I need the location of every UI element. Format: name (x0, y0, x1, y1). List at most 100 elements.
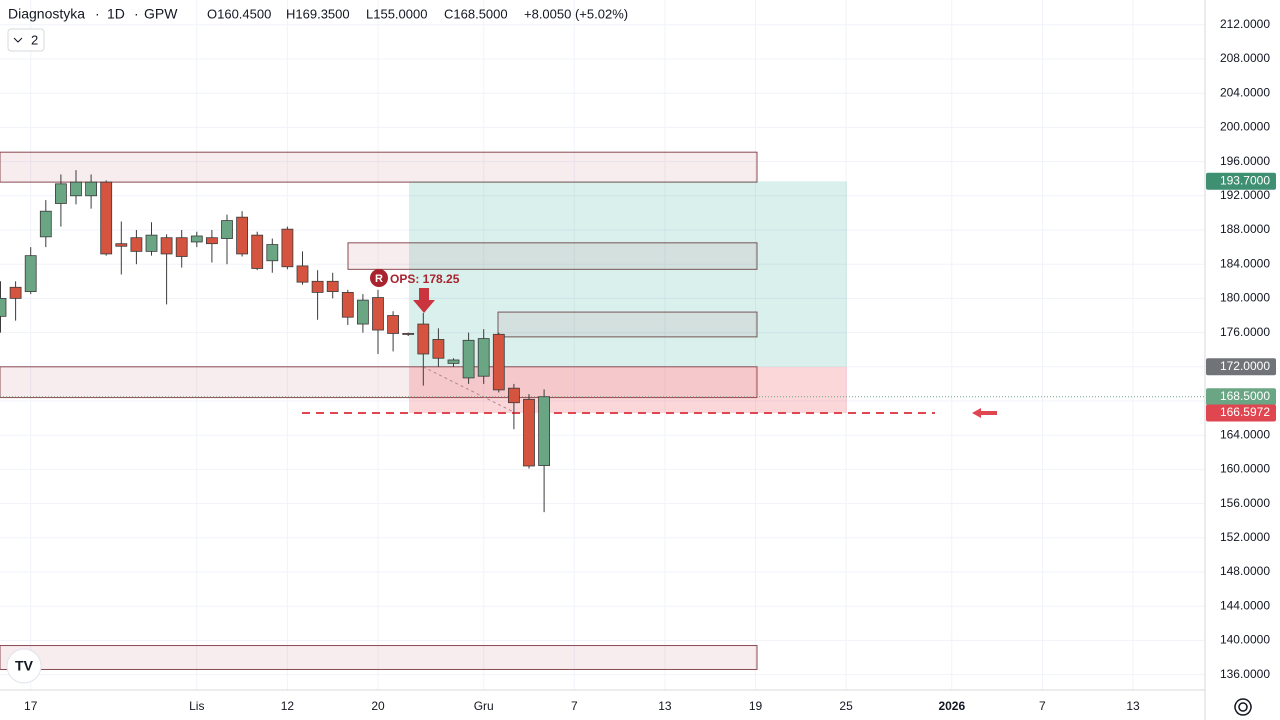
candle-body (523, 398, 535, 467)
candle-body (417, 323, 430, 355)
trend-dash (422, 366, 515, 413)
separator: · (95, 6, 100, 22)
candle-body (266, 244, 279, 262)
candle-body (115, 243, 128, 247)
ohlc-close: C168.5000 (444, 6, 508, 21)
header: Diagnostyka · 1D · GPW O160.4500 H169.35… (7, 6, 628, 52)
x-tick-label: 20 (371, 699, 385, 713)
candle-body (55, 183, 67, 204)
candle-body (145, 234, 158, 252)
annotation-arrow (413, 288, 435, 313)
candle-body (462, 339, 475, 379)
y-tick-label: 144.0000 (1220, 598, 1270, 612)
candle-body (538, 396, 550, 466)
settings-icon[interactable] (1234, 698, 1252, 716)
price-tag (1206, 404, 1276, 422)
axes: 136.0000 140.0000 144.0000 148.0000 152.0000… (24, 17, 1276, 713)
candle-body (281, 228, 294, 268)
exchange: GPW (144, 6, 178, 22)
zone (347, 242, 758, 270)
arrow-left (972, 407, 997, 418)
candle-body (387, 315, 400, 334)
ohlc-high: H169.3500 (286, 6, 350, 21)
candle-body (251, 234, 264, 269)
y-tick-label: 212.0000 (1220, 17, 1270, 31)
price-tag-label: 166.5972 (1220, 405, 1270, 419)
y-tick-label: 184.0000 (1220, 256, 1270, 270)
candle-body (9, 286, 22, 299)
chevron (13, 37, 23, 43)
x-tick-label: Gru (474, 699, 494, 713)
candle-body (341, 292, 354, 318)
candle-body (447, 359, 460, 364)
candle-body (402, 333, 415, 335)
plot: R OPS: 178.25 (0, 151, 1205, 670)
annotation-text: OPS: 178.25 (390, 272, 460, 286)
x-tick-label: 7 (571, 699, 578, 713)
x-tick-label: Lis (189, 699, 204, 713)
candle-body (160, 237, 173, 255)
x-tick-label: 2026 (938, 699, 965, 713)
ohlc-open: O160.4500 (207, 6, 271, 21)
price-tag (1206, 388, 1276, 406)
candle-body (372, 297, 384, 331)
y-tick-label: 204.0000 (1220, 85, 1270, 99)
candle-body (190, 235, 203, 243)
candle-body (507, 387, 520, 404)
target-area (409, 181, 847, 367)
candle-body (356, 299, 369, 325)
ohlc-low: L155.0000 (366, 6, 427, 21)
candle-body (175, 237, 188, 257)
y-tick-label: 192.0000 (1220, 188, 1270, 202)
price-tag-label: 168.5000 (1220, 389, 1270, 403)
candle-body (205, 237, 218, 245)
x-tick-label: 25 (839, 699, 853, 713)
zone (0, 366, 758, 399)
y-tick-label: 140.0000 (1220, 633, 1270, 647)
annotation-badge (370, 269, 388, 287)
y-tick-label: 180.0000 (1220, 291, 1270, 305)
indicator-toggle[interactable] (7, 28, 45, 52)
x-tick-label: 13 (658, 699, 672, 713)
candle-body (236, 216, 249, 255)
candle-body (24, 255, 37, 292)
candle-body (477, 338, 490, 377)
zone (0, 645, 758, 670)
y-tick-label: 160.0000 (1220, 462, 1270, 476)
candle-body (492, 333, 505, 391)
y-tick-label: 152.0000 (1220, 530, 1270, 544)
x-tick-label: 17 (24, 699, 38, 713)
price-tag (1206, 358, 1276, 376)
y-tick-label: 200.0000 (1220, 120, 1270, 134)
interval: 1D (107, 6, 125, 22)
y-tick-label: 196.0000 (1220, 154, 1270, 168)
candle-body (100, 181, 113, 255)
y-tick-label: 136.0000 (1220, 667, 1270, 681)
annotation-badge-text: R (375, 273, 383, 285)
y-tick-label: 156.0000 (1220, 496, 1270, 510)
candle-body (39, 210, 52, 238)
x-tick-label: 7 (1039, 699, 1046, 713)
zone (0, 151, 758, 183)
y-tick-label: 164.0000 (1220, 427, 1270, 441)
price-tag (1206, 172, 1276, 190)
price-tag-label: 193.7000 (1220, 173, 1270, 187)
candle-body (0, 298, 7, 317)
symbol: Diagnostyka (8, 6, 85, 22)
x-tick-label: 13 (1126, 699, 1140, 713)
candle-body (296, 265, 309, 283)
price-tag-label: 172.0000 (1220, 359, 1270, 373)
y-tick-label: 188.0000 (1220, 222, 1270, 236)
candle-body (311, 280, 324, 293)
candle-body (85, 181, 97, 197)
x-tick-label: 12 (281, 699, 295, 713)
y-tick-label: 208.0000 (1220, 51, 1270, 65)
candle-body (326, 280, 339, 292)
ohlc-change: +8.0050 (+5.02%) (524, 6, 628, 21)
y-tick-label: 176.0000 (1220, 325, 1270, 339)
tv-logo[interactable]: TV (6, 648, 42, 684)
y-tick-label: 148.0000 (1220, 564, 1270, 578)
